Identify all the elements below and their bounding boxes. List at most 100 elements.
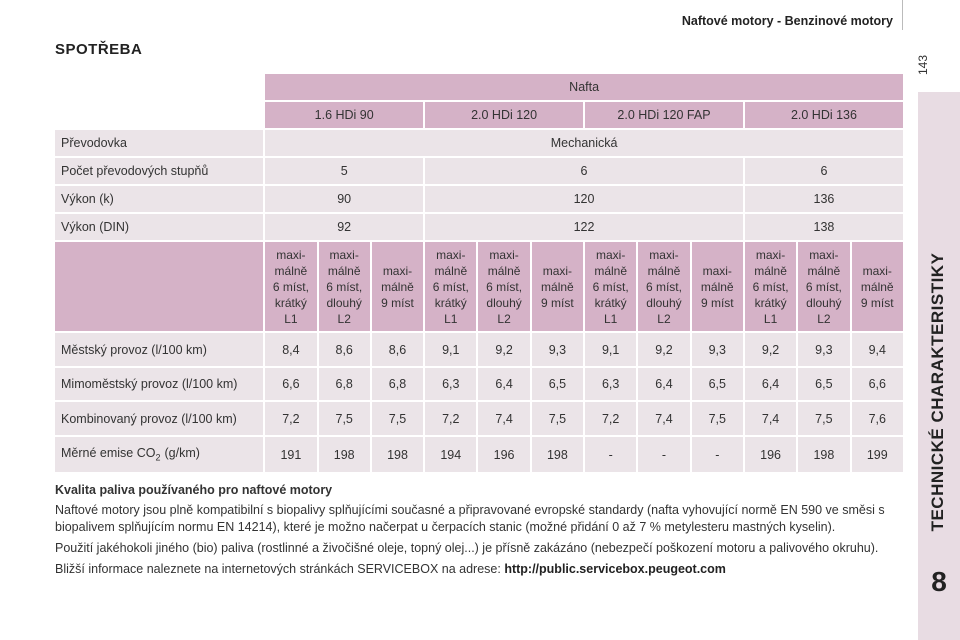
variant-line: maxi- (329, 247, 359, 262)
variant-line: málně (381, 279, 414, 294)
chapter-title: TECHNICKÉ CHARAKTERISTIKY (928, 252, 947, 532)
variant-line: málně (860, 279, 894, 294)
variant-line: L1 (444, 311, 458, 326)
variant-header: maxi-málně 9 míst (851, 242, 903, 331)
table-row: Počet převodových stupňů 5 6 6 (55, 158, 903, 184)
spec-cell: Mechanická (265, 130, 903, 156)
notes-heading: Kvalita paliva používaného pro naftové m… (55, 483, 333, 497)
variant-header: maxi-málně 6 míst, dlouhý L2 (798, 242, 850, 331)
variant-line: málně (807, 263, 841, 278)
variant-line: 9 míst (381, 295, 414, 310)
value-cell: 7,6 (851, 402, 903, 435)
variant-line: dlouhý (646, 295, 682, 310)
value-cell: 194 (425, 437, 477, 472)
variant-line: maxi- (382, 263, 413, 278)
blank-cell (55, 74, 263, 100)
label-text: Měrné emise CO (61, 446, 156, 461)
paragraph: Naftové motory jsou plně kompatibilní s … (55, 503, 885, 534)
value-cell: 9,3 (691, 333, 743, 366)
table-row: Nafta (55, 74, 903, 100)
variant-line: krátký (274, 295, 307, 310)
variant-line: málně (700, 279, 734, 294)
variant-line: L1 (763, 311, 778, 326)
value-cell: 198 (798, 437, 850, 472)
value-cell: - (638, 437, 690, 472)
value-cell: 6,3 (425, 368, 477, 400)
variant-line: L2 (497, 311, 511, 326)
row-label: Mimoměstský provoz (l/100 km) (55, 368, 264, 400)
value-cell: - (691, 437, 743, 472)
value-cell: 198 (318, 437, 370, 472)
variant-line: málně (487, 263, 521, 278)
variant-line: 9 míst (700, 295, 734, 310)
spec-cell: 120 (425, 186, 743, 212)
value-cell: 7,4 (638, 402, 690, 435)
blank-cell (55, 102, 263, 128)
variant-line: dlouhý (806, 295, 842, 310)
row-label: Výkon (DIN) (55, 214, 264, 240)
value-cell: 6,8 (371, 368, 424, 400)
value-cell: 9,3 (531, 333, 584, 366)
variant-line: L1 (284, 311, 298, 326)
variant-line: krátký (594, 295, 627, 310)
variant-line: 6 míst, (432, 279, 469, 294)
variant-line: málně (274, 263, 308, 278)
sidebar (918, 92, 960, 640)
value-cell: 9,1 (585, 333, 637, 366)
table-row: 1.6 HDi 90 2.0 HDi 120 2.0 HDi 120 FAP 2.0 … (55, 102, 903, 128)
info-link: http://public.servicebox.peugeot.com (504, 562, 726, 576)
value-cell: 6,6 (265, 368, 317, 400)
value-cell: 6,4 (744, 368, 797, 400)
value-cell: 7,4 (744, 402, 797, 435)
label-unit: (g/km) (164, 446, 200, 461)
value-cell: 8,4 (265, 333, 317, 366)
spec-cell: 136 (744, 186, 903, 212)
spec-cell: 6 (744, 158, 903, 184)
value-cell: 9,1 (425, 333, 477, 366)
variant-line: dlouhý (486, 295, 522, 310)
table-row: Výkon (k) 90 120 136 (55, 186, 903, 212)
engine-header: 2.0 HDi 136 (744, 102, 903, 128)
divider (902, 0, 903, 30)
variant-line: 6 míst, (272, 279, 309, 294)
variant-line: L1 (604, 311, 618, 326)
variant-line: L2 (337, 311, 351, 326)
variant-line: maxi- (649, 247, 679, 262)
variant-line: 9 míst (860, 295, 894, 310)
row-label: Měrné emise CO2 (g/km) (55, 437, 264, 472)
table-row: Výkon (DIN) 92 122 138 (55, 214, 903, 240)
row-label: Výkon (k) (55, 186, 264, 212)
variant-line: maxi- (276, 247, 306, 262)
spec-cell: 5 (265, 158, 424, 184)
consumption-table: Nafta 1.6 HDi 90 2.0 HDi 120 2.0 HDi 120 FA… (53, 72, 905, 474)
value-cell: 6,6 (851, 368, 903, 400)
value-cell: 7,2 (425, 402, 477, 435)
variant-header: maxi-málně 6 míst, krátký L1 (425, 242, 477, 331)
value-cell: 8,6 (318, 333, 370, 366)
value-cell: 7,5 (531, 402, 584, 435)
value-cell: 198 (371, 437, 424, 472)
variant-line: maxi- (436, 247, 466, 262)
variant-line: 6 míst, (592, 279, 629, 294)
value-cell: 9,2 (744, 333, 797, 366)
table-row: maxi-málně 6 míst, krátký L1 maxi-málně 6 mís… (55, 242, 903, 331)
value-cell: 9,2 (638, 333, 690, 366)
variant-line: 6 míst, (752, 279, 789, 294)
table-row: Kombinovaný provoz (l/100 km) 7,2 7,5 7,5 7,… (55, 402, 903, 435)
value-cell: 6,3 (585, 368, 637, 400)
value-cell: 191 (265, 437, 317, 472)
value-cell: - (585, 437, 637, 472)
variant-line: krátký (434, 295, 467, 310)
chapter-number: 8 (931, 566, 947, 597)
variant-header: maxi-málně 6 míst, krátký L1 (744, 242, 797, 331)
value-cell: 196 (744, 437, 797, 472)
variant-line: 6 míst, (645, 279, 682, 294)
variant-line: maxi- (596, 247, 626, 262)
variant-header: maxi-málně 9 míst (531, 242, 584, 331)
variant-line: málně (647, 263, 681, 278)
variant-line: málně (434, 263, 468, 278)
variant-header: maxi-málně 9 míst (371, 242, 424, 331)
value-cell: 196 (478, 437, 530, 472)
value-cell: 199 (851, 437, 903, 472)
value-cell: 9,3 (798, 333, 850, 366)
